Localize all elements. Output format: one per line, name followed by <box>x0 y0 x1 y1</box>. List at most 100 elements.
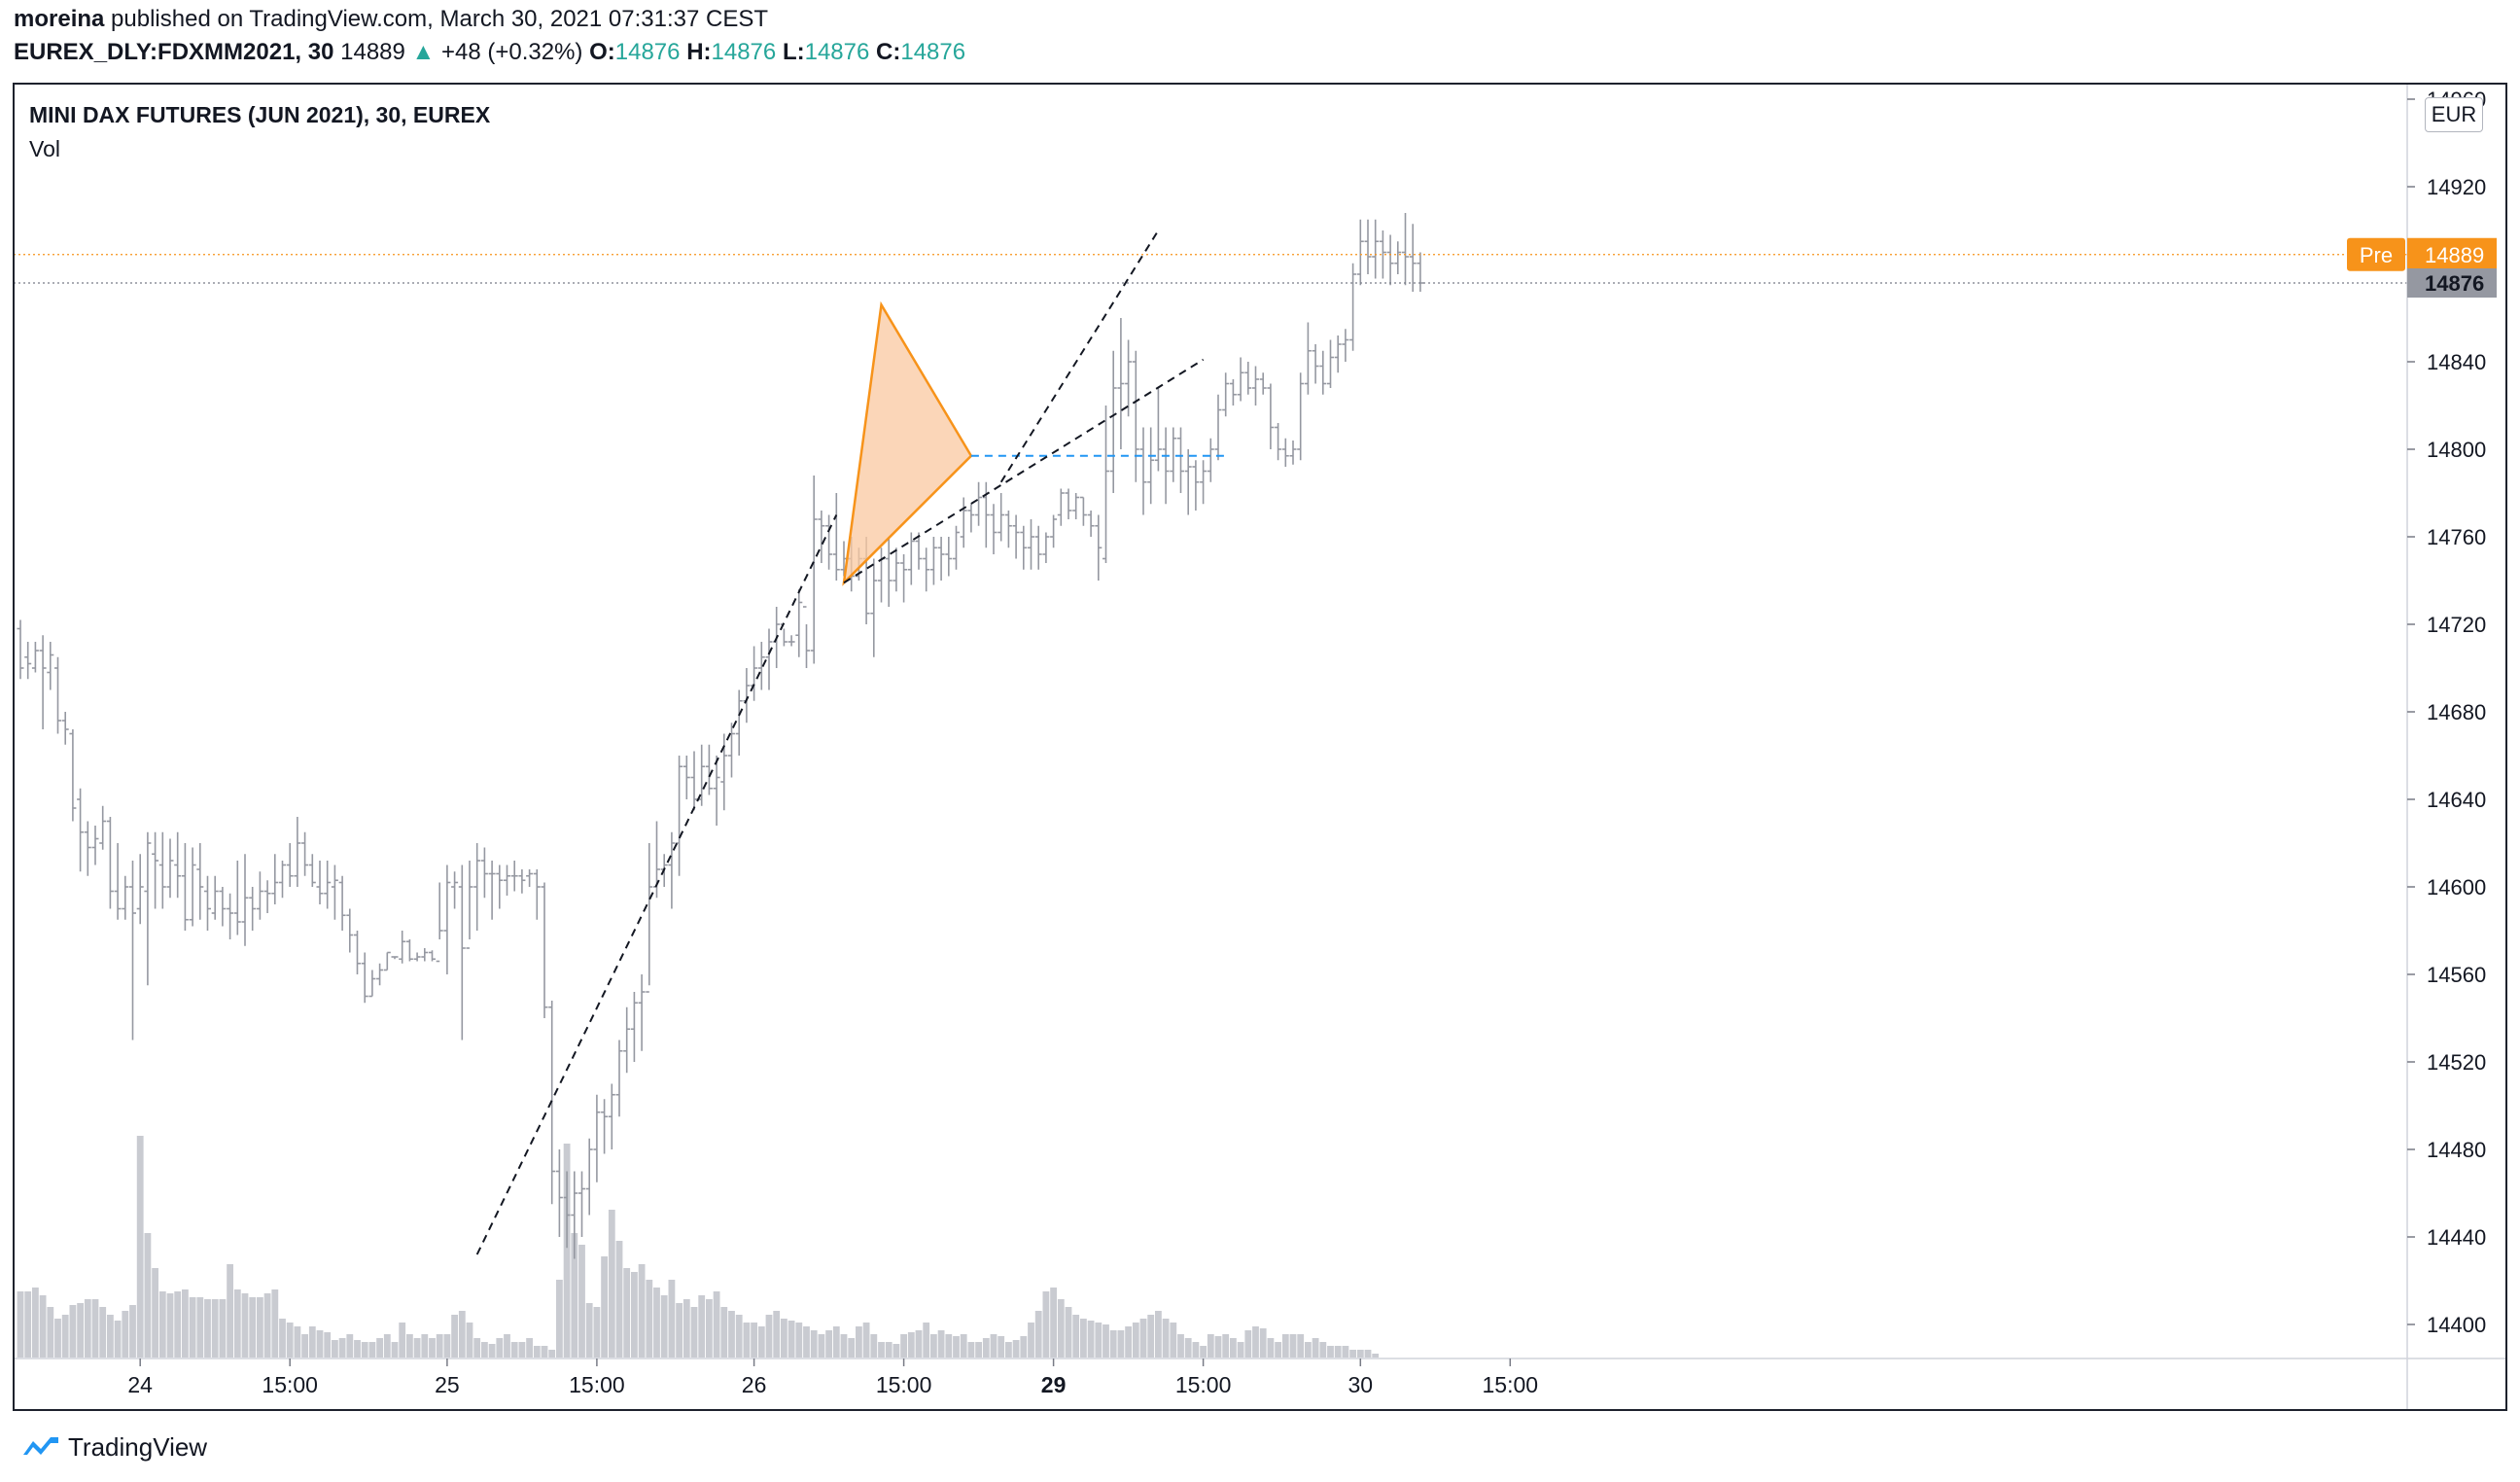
volume-bar <box>406 1334 413 1358</box>
ohlc-bar <box>1154 388 1162 472</box>
volume-bar <box>263 1293 271 1358</box>
ohlc-bar <box>316 861 324 904</box>
volume-bar <box>413 1338 421 1358</box>
time-tick-label: 15:00 <box>1483 1372 1539 1397</box>
ohlc-bar <box>361 952 368 1004</box>
volume-bar <box>765 1315 773 1358</box>
volume-bar <box>1095 1323 1102 1358</box>
volume-bar <box>960 1334 967 1358</box>
price-tick-label: 14440 <box>2427 1225 2486 1250</box>
volume-bar <box>1117 1330 1125 1358</box>
ohlc-bar <box>1012 514 1020 559</box>
ohlc-bar <box>907 532 915 585</box>
volume-bar <box>122 1311 129 1358</box>
ohlc-bar <box>967 504 975 533</box>
triangle-drawing[interactable] <box>842 300 973 586</box>
open-value: 14876 <box>614 39 681 65</box>
ohlc-bar <box>368 970 376 998</box>
tradingview-brand[interactable]: TradingView <box>21 1429 207 1464</box>
volume-bar <box>945 1334 953 1358</box>
volume-bar <box>1177 1334 1184 1358</box>
volume-bar <box>1184 1338 1192 1358</box>
ohlc-bar <box>630 992 638 1062</box>
last-price-text: 14876 <box>2425 271 2484 296</box>
volume-bar <box>443 1334 451 1358</box>
volume-bar <box>1020 1336 1028 1358</box>
volume-bar <box>1244 1330 1252 1358</box>
volume-bar <box>892 1344 900 1358</box>
volume-bar <box>706 1299 713 1358</box>
ohlc-bar <box>945 537 953 577</box>
ohlc-bar <box>301 831 309 876</box>
ohlc-bar <box>496 864 504 909</box>
ohlc-bar <box>158 831 166 909</box>
price-tick-label: 14480 <box>2427 1138 2486 1162</box>
volume-bar <box>990 1334 998 1358</box>
ohlc-bar <box>1125 339 1133 417</box>
trendline[interactable] <box>475 514 838 1255</box>
price-tick-label: 14800 <box>2427 438 2486 462</box>
price-tick-label: 14600 <box>2427 875 2486 900</box>
volume-bar <box>1230 1338 1237 1358</box>
volume-bar <box>518 1342 526 1358</box>
ohlc-bar <box>1304 322 1312 395</box>
ohlc-bar <box>24 642 32 680</box>
ohlc-bar <box>638 974 646 1051</box>
volume-bar <box>227 1264 233 1358</box>
ohlc-bar <box>84 821 91 876</box>
trendline[interactable] <box>999 229 1160 483</box>
ohlc-bar <box>1072 493 1080 519</box>
ohlc-bar <box>1057 488 1065 526</box>
volume-bar <box>623 1268 631 1358</box>
volume-bar <box>870 1334 878 1358</box>
ohlc-bar <box>31 642 39 673</box>
ohlc-bar <box>818 511 825 563</box>
volume-bar <box>1349 1350 1356 1358</box>
volume-bar <box>1139 1319 1147 1358</box>
ohlc-bar <box>1207 438 1214 482</box>
ohlc-bar <box>1004 511 1012 548</box>
ohlc-bar <box>593 1094 601 1182</box>
brand-name: TradingView <box>68 1431 208 1462</box>
ohlc-bar <box>870 558 878 657</box>
volume-bar <box>982 1338 990 1358</box>
volume-bar <box>211 1299 219 1358</box>
volume-bar <box>1207 1334 1214 1358</box>
author-name[interactable]: moreina <box>14 6 105 32</box>
ohlc-bar <box>1319 350 1327 395</box>
ohlc-bar <box>324 861 332 909</box>
volume-bar <box>99 1307 107 1358</box>
volume-bar <box>346 1334 354 1358</box>
ohlc-bar <box>728 723 735 778</box>
volume-bar <box>571 1233 578 1358</box>
volume-bar <box>1289 1334 1297 1358</box>
volume-bar <box>354 1340 361 1358</box>
volume-bar <box>743 1323 751 1358</box>
tradingview-logo-icon <box>23 1437 58 1455</box>
volume-bar <box>593 1307 601 1358</box>
ohlc-bar <box>114 843 122 920</box>
ohlc-bar <box>690 751 698 811</box>
volume-bar <box>735 1315 743 1358</box>
chart-title: MINI DAX FUTURES (JUN 2021), 30, EUREX <box>29 102 491 127</box>
volume-bar <box>257 1297 263 1358</box>
ohlc-bar <box>1095 514 1102 581</box>
ohlc-bar <box>735 689 743 756</box>
ohlc-bar <box>705 744 713 795</box>
volume-indicator-label[interactable]: Vol <box>29 136 60 161</box>
volume-bar <box>668 1280 676 1358</box>
trendline[interactable] <box>843 358 1205 584</box>
ohlc-bar <box>219 887 227 927</box>
volume-bar <box>451 1315 458 1358</box>
currency-button[interactable]: EUR <box>2425 97 2483 132</box>
volume-bar <box>481 1342 488 1358</box>
ohlc-bar <box>376 963 384 986</box>
volume-bar <box>332 1340 338 1358</box>
volume-bar <box>1170 1323 1177 1358</box>
volume-bar <box>1222 1334 1230 1358</box>
volume-bar <box>32 1288 39 1358</box>
ohlc-bar <box>1342 329 1349 362</box>
volume-bar <box>69 1305 77 1358</box>
price-tick-label: 14520 <box>2427 1050 2486 1075</box>
